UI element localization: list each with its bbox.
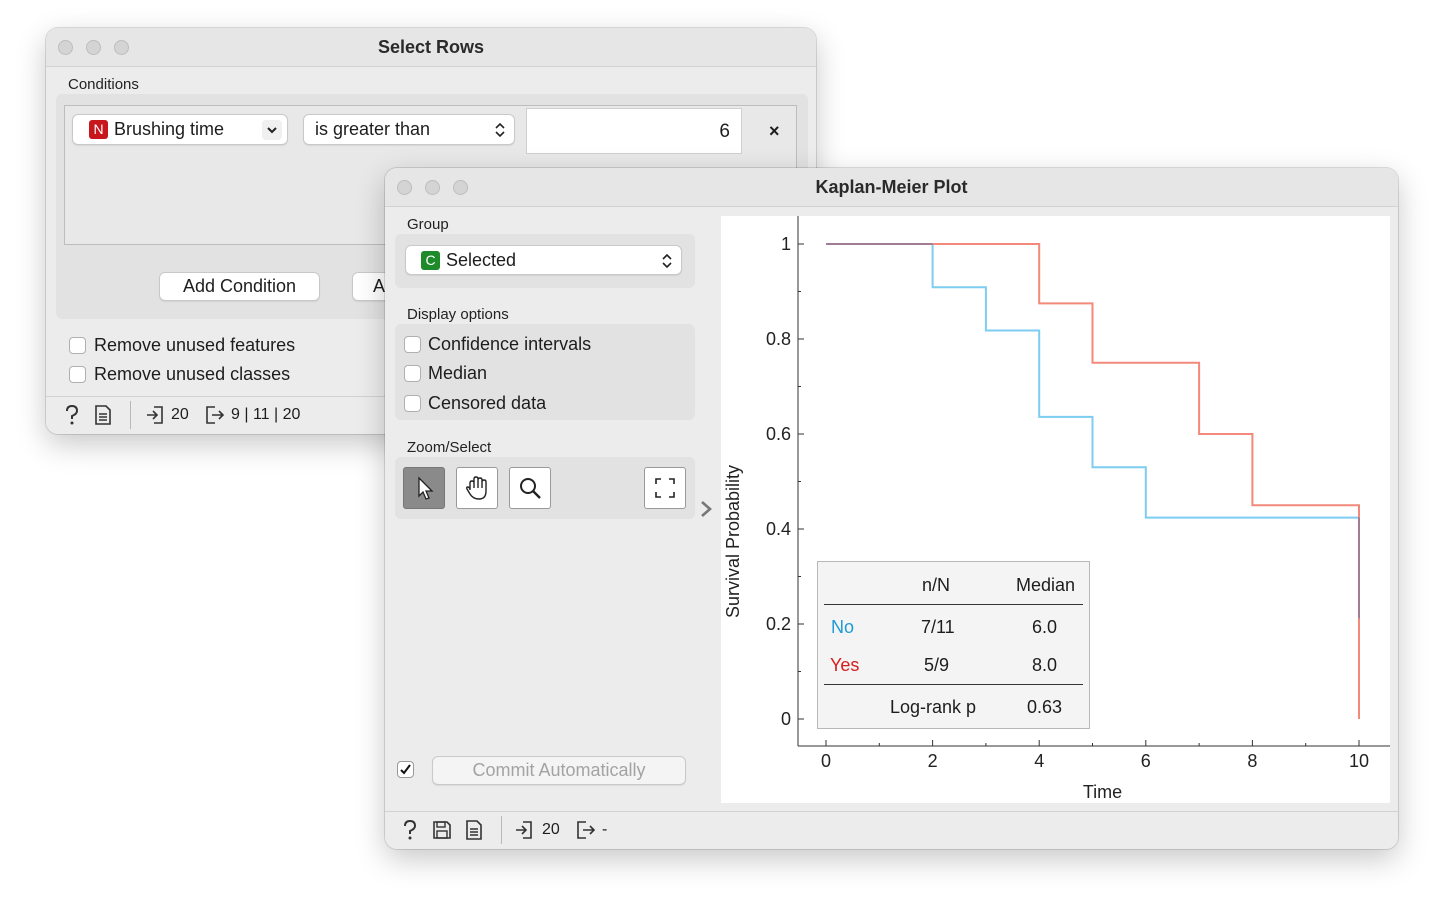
statistics-table: n/N Median No 7/11 6.0 Yes 5/9 8.0 Log-r… — [817, 561, 1090, 729]
display-options-box — [395, 324, 695, 420]
x-tick-label: 4 — [1034, 751, 1044, 771]
x-tick-label: 2 — [928, 751, 938, 771]
censored-data-label: Censored data — [428, 393, 547, 413]
select-rows-titlebar[interactable]: Select Rows — [46, 28, 816, 67]
zoom-window-button[interactable] — [114, 40, 129, 55]
input-count: 20 — [171, 406, 189, 423]
stats-row-yes-median: 8.0 — [1032, 655, 1058, 675]
x-tick-label: 6 — [1141, 751, 1151, 771]
confidence-intervals-checkbox[interactable] — [404, 336, 421, 353]
window-title: Kaplan-Meier Plot — [815, 177, 968, 197]
zoom-window-button[interactable] — [453, 180, 468, 195]
stats-row-yes-group: Yes — [830, 655, 860, 675]
help-icon[interactable] — [402, 819, 418, 845]
group-select[interactable]: C Selected — [405, 245, 682, 275]
stats-header-nN: n/N — [922, 575, 951, 595]
median-checkbox[interactable] — [404, 365, 421, 382]
stats-row-yes-nN: 5/9 — [924, 655, 950, 675]
categorical-badge-icon: C — [421, 251, 440, 270]
commit-automatically-button[interactable]: Commit Automatically — [432, 756, 686, 785]
remove-condition-icon[interactable]: × — [769, 121, 780, 141]
survival-curve-yes — [826, 243, 1360, 719]
kaplan-meier-window: Kaplan-Meier Plot Group C Selected Displ… — [385, 168, 1398, 849]
up-down-chevron-icon — [661, 252, 673, 275]
report-icon[interactable] — [466, 820, 482, 845]
hand-icon[interactable] — [456, 467, 498, 509]
display-options-label: Display options — [407, 306, 509, 323]
chevron-down-icon[interactable] — [262, 120, 282, 140]
y-axis-label: Survival Probability — [723, 465, 743, 618]
kaplan-meier-titlebar[interactable]: Kaplan-Meier Plot — [385, 168, 1398, 207]
x-tick-label: 8 — [1247, 751, 1257, 771]
group-value: Selected — [446, 250, 517, 270]
add-condition-button[interactable]: Add Condition — [159, 272, 320, 301]
input-icon — [146, 405, 164, 430]
condition-value: 6 — [719, 121, 730, 142]
y-tick-label: 0.2 — [766, 614, 791, 634]
output-icon — [205, 405, 225, 430]
condition-value-input[interactable]: 6 — [526, 108, 742, 154]
x-tick-label: 0 — [821, 751, 831, 771]
fit-screen-icon[interactable] — [644, 467, 686, 509]
close-window-button[interactable] — [397, 180, 412, 195]
logrank-label: Log-rank p — [890, 697, 977, 717]
remove-unused-features-checkbox[interactable] — [69, 337, 86, 354]
input-count: 20 — [542, 821, 560, 838]
numeric-badge-icon: N — [89, 120, 108, 139]
variable-select[interactable]: N Brushing time — [72, 114, 288, 145]
stats-row-no-median: 6.0 — [1032, 617, 1058, 637]
commit-automatically-checkbox[interactable] — [397, 761, 414, 778]
zoom-icon[interactable] — [509, 467, 551, 509]
add-all-label: A — [373, 276, 386, 296]
commit-label: Commit Automatically — [472, 760, 646, 780]
survival-curve-no — [826, 243, 1360, 619]
operator-value: is greater than — [315, 119, 431, 139]
variable-value: Brushing time — [114, 119, 225, 139]
x-tick-label: 10 — [1349, 751, 1369, 771]
median-label: Median — [428, 363, 488, 383]
report-icon[interactable] — [95, 405, 111, 430]
stats-row-no-nN: 7/11 — [921, 617, 955, 637]
window-title: Select Rows — [377, 37, 485, 57]
remove-unused-features-label: Remove unused features — [94, 335, 296, 355]
save-image-icon[interactable] — [432, 820, 452, 845]
confidence-intervals-label: Confidence intervals — [428, 334, 592, 354]
output-counts: 9 | 11 | 20 — [231, 406, 301, 423]
group-label: Group — [407, 216, 449, 233]
kaplan-meier-statusbar: 20 - — [385, 811, 1398, 849]
operator-select[interactable]: is greater than — [303, 114, 515, 145]
output-icon — [576, 820, 596, 845]
y-tick-label: 0.6 — [766, 424, 791, 444]
stats-divider — [824, 604, 1083, 605]
stats-header-median: Median — [1016, 575, 1076, 595]
x-axis-label: Time — [1083, 782, 1122, 802]
input-icon — [515, 820, 533, 845]
output-value: - — [602, 821, 608, 838]
add-condition-label: Add Condition — [182, 276, 297, 296]
y-tick-label: 0.8 — [766, 329, 791, 349]
conditions-label: Conditions — [68, 76, 139, 93]
remove-unused-classes-checkbox[interactable] — [69, 366, 86, 383]
censored-data-checkbox[interactable] — [404, 395, 421, 412]
y-tick-label: 0.4 — [766, 519, 791, 539]
logrank-value: 0.63 — [1027, 697, 1063, 717]
remove-unused-classes-label: Remove unused classes — [94, 364, 291, 384]
status-divider — [130, 401, 131, 429]
minimize-window-button[interactable] — [425, 180, 440, 195]
close-window-button[interactable] — [58, 40, 73, 55]
y-tick-label: 0 — [781, 709, 791, 729]
y-tick-label: 1 — [781, 234, 791, 254]
stats-divider — [824, 684, 1083, 685]
stats-row-no-group: No — [831, 617, 855, 637]
minimize-window-button[interactable] — [86, 40, 101, 55]
plot-area[interactable]: 0 0.2 0.4 0.6 0.8 1 0 2 4 6 8 10 Time Survival Probab… — [721, 216, 1390, 803]
pointer-icon[interactable] — [403, 467, 445, 509]
status-divider — [501, 816, 502, 844]
up-down-chevron-icon — [494, 121, 506, 144]
zoom-select-label: Zoom/Select — [407, 439, 492, 456]
help-icon[interactable] — [64, 404, 80, 430]
collapse-panel-icon[interactable] — [699, 499, 713, 524]
